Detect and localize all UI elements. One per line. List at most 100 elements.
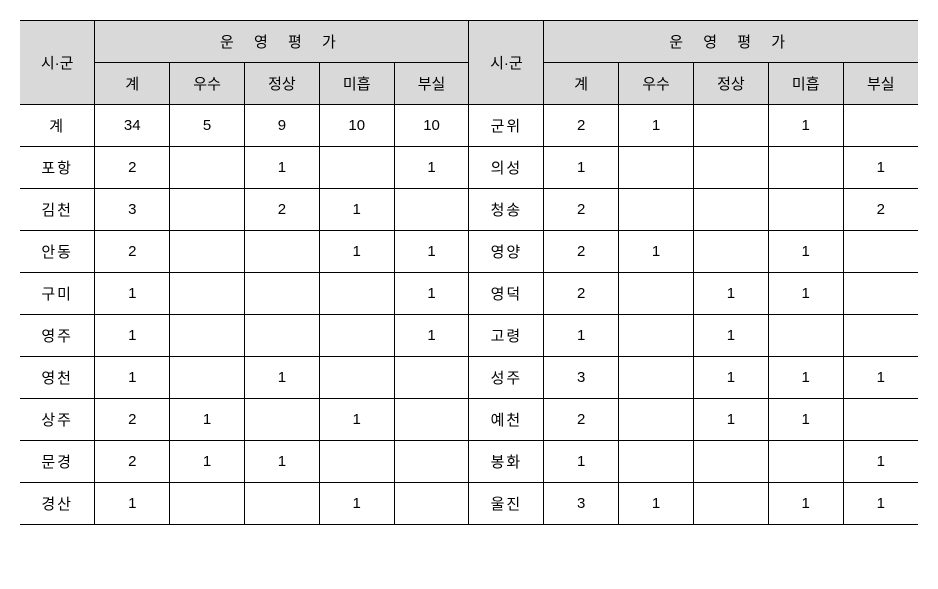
cell-poor-left: 1 [394,273,469,315]
cell-region-right: 예천 [469,399,544,441]
cell-excellent-left [170,231,245,273]
cell-normal-right: 1 [693,273,768,315]
cell-total-right: 1 [544,315,619,357]
cell-normal-right [693,441,768,483]
table-row: 안동211영양211 [20,231,918,273]
cell-insufficient-left [319,147,394,189]
table-row: 경산11울진3111 [20,483,918,525]
cell-insufficient-left: 10 [319,105,394,147]
table-body: 계34591010군위211포항211의성11김천321청송22안동211영양2… [20,105,918,525]
cell-insufficient-left: 1 [319,399,394,441]
cell-poor-left [394,357,469,399]
cell-region-right: 울진 [469,483,544,525]
cell-insufficient-left [319,357,394,399]
cell-region-right: 청송 [469,189,544,231]
cell-excellent-left: 1 [170,441,245,483]
cell-normal-left: 2 [244,189,319,231]
cell-normal-left [244,273,319,315]
cell-region-right: 영덕 [469,273,544,315]
cell-excellent-right: 1 [619,105,694,147]
cell-poor-left [394,399,469,441]
cell-excellent-right [619,315,694,357]
header-eval-left: 운 영 평 가 [95,21,469,63]
cell-region-left: 안동 [20,231,95,273]
cell-excellent-left [170,357,245,399]
cell-normal-right [693,147,768,189]
cell-excellent-right [619,399,694,441]
cell-total-right: 2 [544,273,619,315]
cell-excellent-left: 5 [170,105,245,147]
cell-region-right: 의성 [469,147,544,189]
cell-excellent-left [170,273,245,315]
cell-total-left: 1 [95,273,170,315]
cell-normal-left [244,315,319,357]
table-row: 문경211봉화11 [20,441,918,483]
cell-excellent-left: 1 [170,399,245,441]
table-row: 상주211예천211 [20,399,918,441]
cell-poor-right: 2 [843,189,918,231]
cell-total-left: 2 [95,147,170,189]
header-insufficient-right: 미흡 [768,63,843,105]
cell-poor-left [394,189,469,231]
table-row: 영주11고령11 [20,315,918,357]
cell-insufficient-right [768,315,843,357]
header-excellent-right: 우수 [619,63,694,105]
cell-normal-right [693,231,768,273]
cell-insufficient-left [319,273,394,315]
header-region-left: 시·군 [20,21,95,105]
table-row: 영천11성주3111 [20,357,918,399]
cell-total-right: 1 [544,441,619,483]
cell-region-right: 군위 [469,105,544,147]
header-total-right: 계 [544,63,619,105]
header-total-left: 계 [95,63,170,105]
cell-poor-right [843,105,918,147]
cell-region-left: 영주 [20,315,95,357]
cell-total-left: 2 [95,399,170,441]
header-excellent-left: 우수 [170,63,245,105]
cell-total-left: 1 [95,483,170,525]
header-eval-right: 운 영 평 가 [544,21,918,63]
cell-total-left: 2 [95,441,170,483]
cell-normal-right: 1 [693,399,768,441]
cell-normal-right [693,483,768,525]
cell-normal-left: 1 [244,147,319,189]
cell-total-left: 1 [95,357,170,399]
header-normal-left: 정상 [244,63,319,105]
cell-poor-left: 1 [394,147,469,189]
evaluation-table: 시·군 운 영 평 가 시·군 운 영 평 가 계 우수 정상 미흡 부실 계 … [20,20,918,525]
cell-insufficient-right [768,441,843,483]
table-header: 시·군 운 영 평 가 시·군 운 영 평 가 계 우수 정상 미흡 부실 계 … [20,21,918,105]
cell-insufficient-left: 1 [319,483,394,525]
cell-poor-left: 10 [394,105,469,147]
cell-total-left: 1 [95,315,170,357]
cell-normal-left: 1 [244,441,319,483]
table-row: 포항211의성11 [20,147,918,189]
cell-region-left: 포항 [20,147,95,189]
cell-insufficient-right [768,189,843,231]
cell-region-right: 영양 [469,231,544,273]
cell-normal-left [244,399,319,441]
cell-poor-left [394,441,469,483]
cell-poor-right [843,273,918,315]
header-normal-right: 정상 [693,63,768,105]
cell-excellent-right: 1 [619,483,694,525]
cell-excellent-right: 1 [619,231,694,273]
cell-region-right: 고령 [469,315,544,357]
cell-total-right: 3 [544,357,619,399]
cell-region-left: 경산 [20,483,95,525]
header-poor-left: 부실 [394,63,469,105]
cell-poor-right: 1 [843,441,918,483]
header-region-right: 시·군 [469,21,544,105]
cell-poor-right [843,399,918,441]
cell-insufficient-right: 1 [768,357,843,399]
cell-region-right: 봉화 [469,441,544,483]
cell-poor-left [394,483,469,525]
cell-total-right: 2 [544,399,619,441]
table-row: 김천321청송22 [20,189,918,231]
cell-total-left: 34 [95,105,170,147]
cell-poor-right: 1 [843,357,918,399]
cell-excellent-right [619,357,694,399]
table-row: 계34591010군위211 [20,105,918,147]
cell-excellent-right [619,441,694,483]
cell-insufficient-right: 1 [768,105,843,147]
